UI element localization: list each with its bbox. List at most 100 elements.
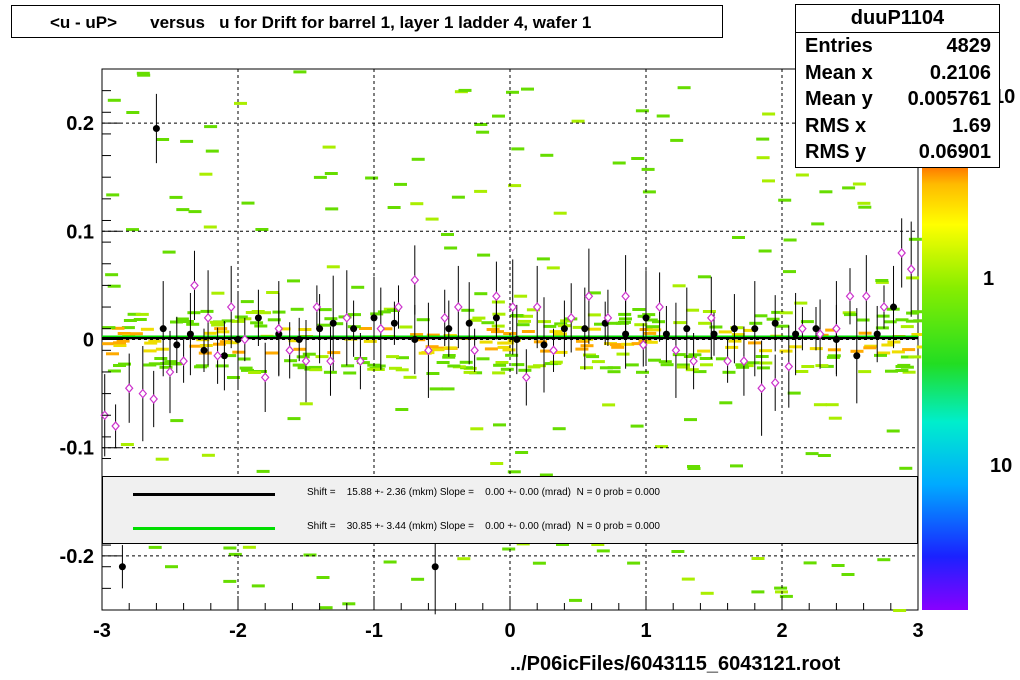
hist-cell [616,352,630,356]
hist-cell [117,332,131,335]
hist-cell [875,280,889,284]
hist-cell [588,327,601,331]
hist-cell [719,401,733,405]
hist-cell [105,273,119,277]
point-open [203,312,213,323]
point-open [655,302,664,312]
hist-cell [697,275,711,279]
hist-cell [900,355,914,359]
hist-cell [608,321,622,325]
hist-cell [587,313,601,317]
hist-cell [900,325,914,329]
hist-cell [412,338,426,342]
hist-cell [154,357,168,360]
point-filled [662,330,670,338]
point-open [508,302,518,312]
hist-cell [148,339,162,343]
stats-row-mean-y: Mean y 0.005761 [796,86,999,113]
hist-cell [410,202,424,206]
hist-cell [864,344,878,348]
hist-cell [317,323,331,327]
stats-name: duuP1104 [796,5,999,33]
point-open [111,421,120,431]
hist-cell [441,233,454,236]
hist-cell [319,606,333,610]
hist-cell [436,361,450,364]
hist-cell [858,205,872,209]
hist-cell [322,145,336,149]
hist-cell [497,345,511,349]
point-filled [370,314,378,322]
hist-cell [699,357,713,360]
hist-cell [576,339,589,343]
hist-cell [641,167,655,171]
hist-cell [221,319,235,323]
hist-cell [442,355,456,359]
point-filled [683,325,691,333]
hist-cell [129,332,143,336]
hist-cell [532,561,546,565]
hist-cell [240,300,254,304]
hist-cell [490,462,504,465]
hist-cell [514,294,528,298]
hist-cell [106,193,120,197]
hist-cell [642,190,656,194]
hist-cell [722,370,736,374]
hist-cell [546,266,560,270]
hist-cell [107,284,121,288]
hist-cell [239,366,253,370]
hist-cell [554,322,568,326]
hist-cell [298,328,312,331]
point-filled [465,319,473,327]
hist-cell [113,344,127,347]
hist-cell [658,360,672,364]
hist-cell [502,547,516,551]
hist-cell [395,368,409,372]
hist-cell [771,310,785,314]
stats-value: 0.005761 [907,88,991,110]
point-open [424,345,433,356]
hist-cell [474,189,488,193]
hist-cell [171,362,185,365]
hist-cell [256,469,270,473]
hist-cell [410,333,424,337]
hist-cell [783,238,797,242]
point-open [165,367,175,377]
hist-cell [176,208,190,212]
hist-cell [506,90,519,94]
hist-cell [607,370,621,374]
hist-cell [431,348,445,352]
hist-cell [672,353,686,357]
hist-cell [876,314,890,318]
point-filled [220,352,228,360]
y-tick-label: -0.2 [60,546,94,568]
hist-cell [875,279,889,282]
hist-cell [874,353,887,357]
hist-cell [552,427,566,431]
hist-cell [902,370,916,374]
hist-cell [670,138,684,142]
hist-cell [203,225,217,229]
hist-cell [106,352,119,356]
colorbar [922,162,968,610]
hist-cell [170,419,184,423]
point-open [739,356,749,367]
hist-cell [575,347,589,351]
hist-cell [908,237,922,241]
hist-cell [463,370,477,374]
point-filled [771,319,779,327]
hist-cell [515,451,529,454]
hist-cell [655,445,668,449]
hist-cell [213,342,226,346]
hist-cell [199,172,213,176]
hist-cell [811,222,825,226]
hist-cell [242,545,256,549]
point-open [784,361,794,372]
hist-cell [324,317,338,321]
hist-cell [118,362,131,366]
hist-cell [539,473,553,477]
hist-cell [886,429,900,433]
hist-cell [543,324,557,328]
hist-cell [492,114,505,118]
chart-title: <u - uP> versus u for Drift for barrel 1… [11,5,723,38]
